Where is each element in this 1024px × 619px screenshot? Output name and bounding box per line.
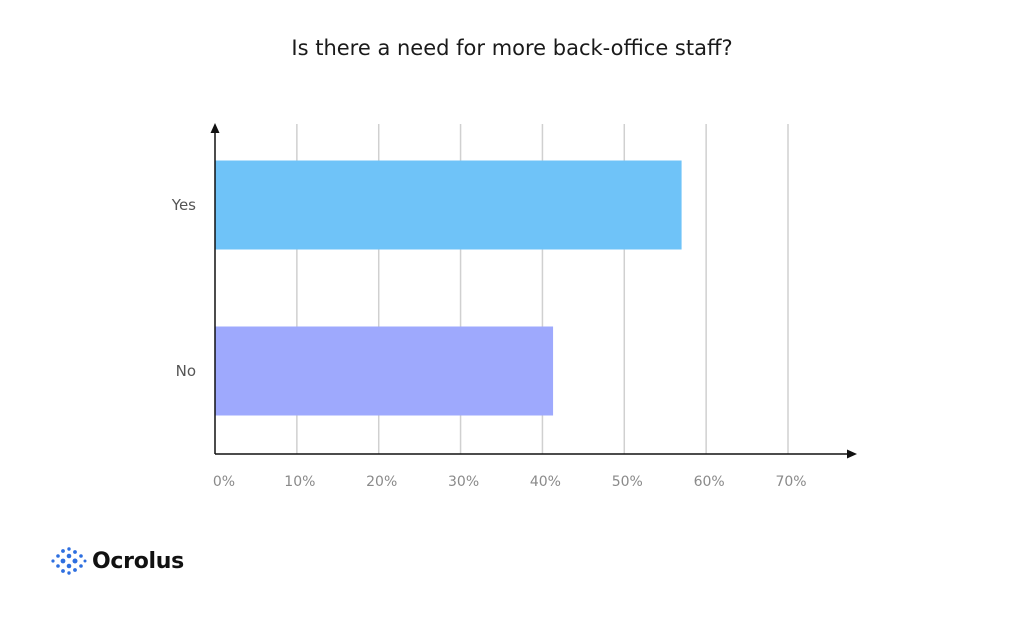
category-label-no: No: [176, 362, 196, 380]
bar-no: [215, 326, 554, 416]
x-tick-label-30: 30%: [448, 474, 479, 490]
logo-text: Ocrolus: [92, 548, 184, 574]
x-tick-label-20: 20%: [366, 474, 397, 490]
x-tick-label-40: 40%: [530, 474, 561, 490]
bar-yes: [215, 160, 682, 250]
ocrolus-logo: Ocrolus: [50, 546, 184, 576]
x-axis-arrow: [847, 449, 857, 459]
x-tick-label-10: 10%: [284, 474, 315, 490]
ocrolus-dots-icon: [51, 547, 87, 575]
y-axis-arrow: [210, 123, 220, 133]
chart-title: Is there a need for more back-office sta…: [291, 36, 732, 60]
labels: Yes No 0% 10% 20% 30% 40% 50% 60% 70%: [171, 196, 807, 490]
bars: [215, 160, 682, 416]
x-tick-label-60: 60%: [694, 474, 725, 490]
axes: [210, 123, 857, 459]
x-tick-label-0: 0%: [213, 474, 235, 490]
category-label-yes: Yes: [171, 196, 196, 214]
x-tick-label-50: 50%: [612, 474, 643, 490]
x-tick-label-70: 70%: [775, 474, 806, 490]
